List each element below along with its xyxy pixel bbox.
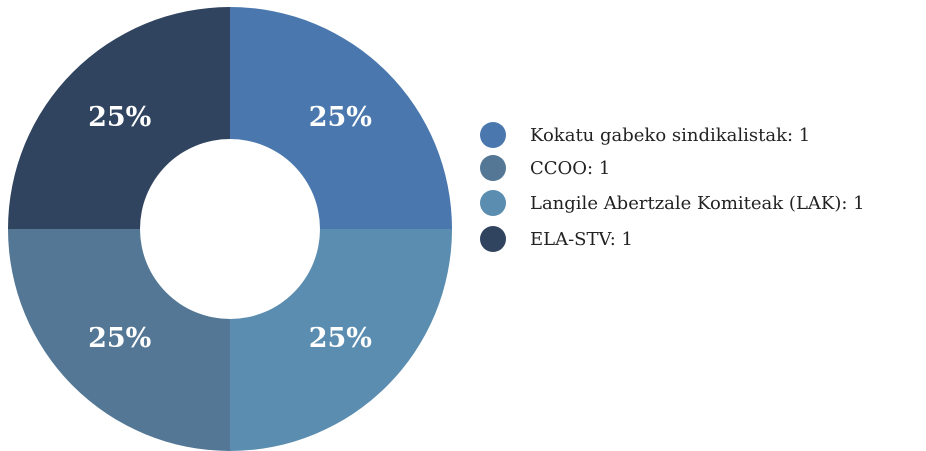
legend-label: ELA-STV: 1	[530, 229, 633, 250]
legend-swatch	[480, 190, 506, 216]
donut-slice	[8, 229, 230, 451]
donut-slice	[8, 7, 230, 229]
donut-slice	[230, 7, 452, 229]
legend-label: CCOO: 1	[530, 158, 610, 179]
legend-label: Kokatu gabeko sindikalistak: 1	[530, 125, 810, 146]
slice-label: 25%	[88, 323, 151, 354]
donut-slice	[230, 229, 452, 451]
legend-label: Langile Abertzale Komiteak (LAK): 1	[530, 193, 865, 214]
slice-label: 25%	[309, 323, 372, 354]
legend-swatch	[480, 155, 506, 181]
slice-label: 25%	[309, 102, 372, 133]
legend-swatch	[480, 226, 506, 252]
legend-swatch	[480, 122, 506, 148]
slice-label: 25%	[88, 102, 151, 133]
